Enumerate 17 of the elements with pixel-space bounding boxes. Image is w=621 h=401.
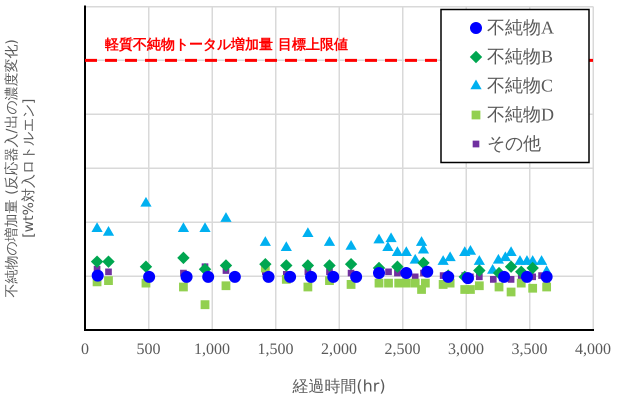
legend-label: その他 <box>487 134 541 154</box>
legend-label: 不純物A <box>487 18 554 38</box>
x-axis-title: 経過時間(hr) <box>291 376 386 396</box>
x-tick-label: 3,000 <box>448 340 484 358</box>
x-tick-label: 2,500 <box>384 340 420 358</box>
x-tick-label: 1,500 <box>258 340 294 358</box>
x-tick-label: 1,000 <box>194 340 230 358</box>
x-tick-label: 3,500 <box>512 340 548 358</box>
x-tick-label: 0 <box>81 340 89 358</box>
x-tick-label: 500 <box>136 340 160 358</box>
legend-label: 不純物B <box>487 46 554 67</box>
y-axis-title: 不純物の増加量 (反応器入/出の濃度変化) [wt%対入ロトルエン] <box>3 39 37 298</box>
legend-label: 不純物D <box>487 104 554 125</box>
x-tick-label: 4,000 <box>575 340 611 358</box>
ref-line-label: 軽質不純物トータル増加量 目標上限値 <box>104 36 348 54</box>
x-tick-label: 2,000 <box>321 340 357 358</box>
legend-label: 不純物C <box>487 76 554 96</box>
